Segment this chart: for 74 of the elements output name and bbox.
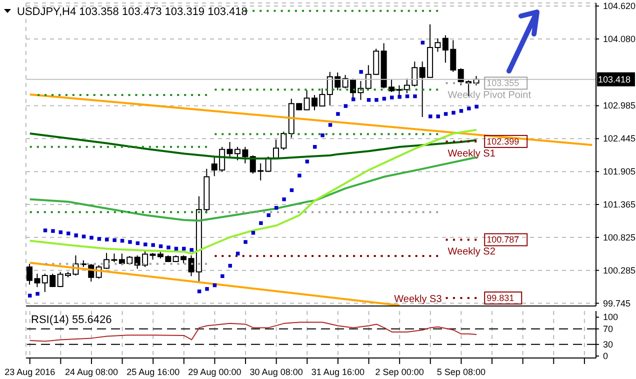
y-tick-label: 104.620 bbox=[603, 1, 636, 12]
point bbox=[166, 246, 170, 250]
point bbox=[90, 236, 94, 240]
ref-line-label: 103.418 bbox=[598, 74, 631, 84]
x-tick-label: 30 Aug 08:00 bbox=[250, 367, 303, 377]
data-label: 103.355 bbox=[486, 78, 520, 88]
y-tick-label: 102.985 bbox=[603, 100, 636, 111]
point bbox=[413, 94, 417, 98]
y-tick-label: 99.745 bbox=[603, 298, 631, 308]
y-tick-label: 104.080 bbox=[603, 34, 636, 44]
point bbox=[112, 238, 116, 242]
data-label: 99.831 bbox=[486, 293, 514, 304]
y-tick-label: 0 bbox=[603, 351, 608, 362]
point bbox=[328, 123, 332, 127]
legend-label: Weekly Pivot Point bbox=[448, 90, 532, 102]
series-label: Weekly S3 bbox=[394, 294, 442, 306]
point bbox=[428, 114, 432, 118]
point bbox=[467, 106, 471, 110]
point bbox=[220, 274, 224, 278]
point bbox=[305, 160, 310, 164]
point bbox=[320, 133, 324, 138]
point bbox=[312, 145, 317, 149]
point bbox=[282, 197, 286, 202]
y-tick-label: 101.365 bbox=[603, 199, 636, 210]
point bbox=[43, 228, 48, 232]
point bbox=[259, 221, 263, 225]
point bbox=[66, 232, 70, 236]
series-label: Weekly S2 bbox=[448, 246, 496, 258]
series-label: Weekly S1 bbox=[448, 148, 496, 160]
point bbox=[82, 234, 86, 238]
point bbox=[190, 248, 194, 252]
y-tick-label: 30 bbox=[603, 339, 614, 350]
chart-title: USDJPY,H4 103.358 103.473 103.319 103.418 bbox=[17, 6, 248, 18]
data-label: 102.399 bbox=[486, 136, 520, 146]
x-tick-label: 2 Sep 00:00 bbox=[375, 367, 424, 377]
point bbox=[474, 104, 478, 109]
point bbox=[51, 229, 55, 233]
point bbox=[374, 98, 378, 102]
point bbox=[236, 252, 240, 256]
x-tick-label: 31 Aug 16:00 bbox=[311, 367, 364, 377]
point bbox=[128, 240, 132, 244]
point bbox=[36, 292, 40, 296]
point bbox=[336, 112, 340, 116]
point bbox=[359, 70, 363, 74]
data-label: 100.787 bbox=[486, 234, 520, 245]
chart-title: RSI(14) 55.6426 bbox=[31, 314, 112, 326]
x-tick-label: 5 Sep 08:00 bbox=[436, 367, 486, 377]
point bbox=[205, 287, 209, 291]
point bbox=[366, 98, 371, 102]
point bbox=[244, 240, 248, 244]
point bbox=[97, 237, 102, 241]
y-tick-label: 102.445 bbox=[603, 134, 636, 144]
point bbox=[390, 96, 394, 100]
point bbox=[74, 233, 78, 238]
point bbox=[151, 243, 155, 247]
point bbox=[105, 238, 109, 242]
point bbox=[459, 109, 464, 113]
point bbox=[298, 174, 302, 178]
y-tick-label: 100 bbox=[603, 312, 618, 322]
point bbox=[344, 104, 348, 108]
y-tick-label: 100.285 bbox=[603, 265, 636, 276]
x-tick-label: 29 Aug 00:00 bbox=[188, 367, 242, 377]
y-tick-label: 100.825 bbox=[603, 232, 636, 242]
x-tick-label: 23 Aug 2016 bbox=[4, 367, 56, 377]
point bbox=[444, 112, 448, 116]
point bbox=[398, 95, 402, 99]
point bbox=[436, 114, 440, 118]
y-tick-label: 70 bbox=[603, 324, 614, 334]
point bbox=[144, 242, 148, 246]
point bbox=[182, 246, 186, 251]
y-tick-label: 101.905 bbox=[603, 166, 636, 177]
x-tick-label: 25 Aug 16:00 bbox=[126, 367, 180, 377]
point bbox=[452, 110, 456, 115]
x-tick-label: 24 Aug 08:00 bbox=[64, 367, 118, 377]
